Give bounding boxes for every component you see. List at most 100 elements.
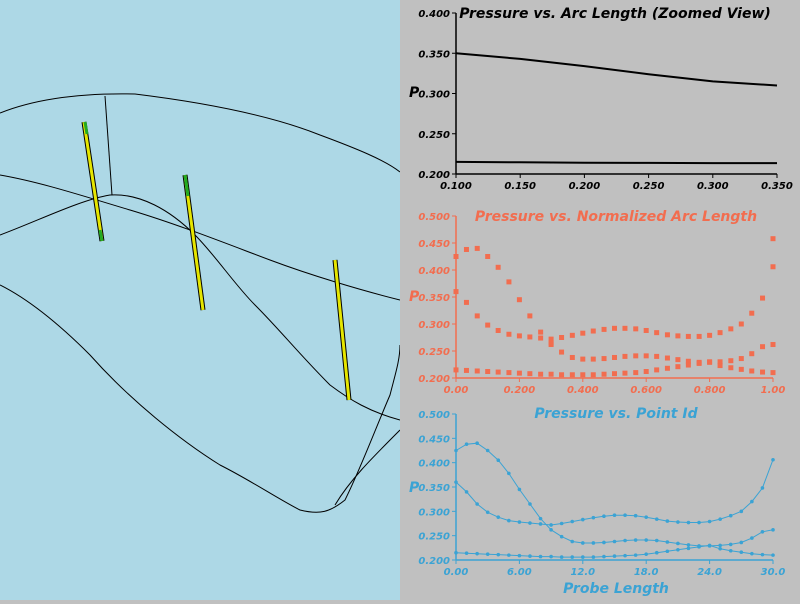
data-point xyxy=(739,550,744,555)
data-point xyxy=(517,553,522,558)
x-tick-label: 6.00 xyxy=(507,567,532,578)
data-point xyxy=(485,322,491,328)
data-point xyxy=(601,356,607,362)
data-point xyxy=(644,538,648,542)
y-tick-label: 0.450 xyxy=(418,239,450,250)
data-point xyxy=(496,458,501,463)
y-tick-label: 0.350 xyxy=(418,49,450,60)
data-point xyxy=(475,551,479,556)
data-point xyxy=(622,370,628,376)
data-point xyxy=(771,553,775,557)
y-axis-label: P xyxy=(409,85,420,101)
data-point xyxy=(453,289,459,295)
chart-pressure-vs-normalized-arc-length: Pressure vs. Normalized Arc Length P 0.2… xyxy=(409,209,785,396)
3d-viewport[interactable] xyxy=(0,0,400,600)
y-tick-label: 0.300 xyxy=(418,507,450,518)
data-point xyxy=(602,514,606,518)
data-point xyxy=(739,540,744,545)
data-point xyxy=(602,554,606,559)
data-point xyxy=(738,366,744,372)
probe-2 xyxy=(182,174,206,311)
y-tick-label: 0.200 xyxy=(418,374,450,385)
data-point xyxy=(696,360,702,366)
data-point xyxy=(559,349,565,355)
data-point xyxy=(643,369,649,375)
data-point xyxy=(760,295,766,301)
data-point xyxy=(569,332,575,338)
data-point xyxy=(602,540,606,545)
data-point xyxy=(739,509,744,514)
data-point xyxy=(633,370,639,376)
data-point xyxy=(559,521,564,526)
data-point xyxy=(654,517,659,521)
data-point xyxy=(664,332,670,338)
data-point xyxy=(728,542,733,547)
data-point xyxy=(463,299,469,305)
data-point xyxy=(581,517,585,522)
data-point xyxy=(676,520,680,524)
data-point xyxy=(654,353,660,359)
series-line xyxy=(455,160,777,165)
data-point xyxy=(570,519,575,524)
x-tick-label: 30.0 xyxy=(761,567,786,578)
data-point xyxy=(538,329,544,335)
y-tick-label: 0.400 xyxy=(418,9,450,20)
x-tick-label: 0.100 xyxy=(440,181,472,192)
y-tick-label: 0.200 xyxy=(418,556,450,567)
data-point xyxy=(559,335,565,340)
data-point xyxy=(538,335,544,341)
data-point xyxy=(538,371,544,377)
data-point xyxy=(728,548,733,553)
x-tick-label: 0.350 xyxy=(761,181,793,192)
data-point xyxy=(454,448,458,453)
mesh-edge xyxy=(334,429,400,506)
y-tick-label: 0.400 xyxy=(418,266,450,277)
x-tick-label: 0.400 xyxy=(567,385,599,396)
mesh-edge xyxy=(104,95,113,196)
data-point xyxy=(697,520,701,525)
probe-lines xyxy=(81,121,352,401)
data-point xyxy=(685,362,691,368)
plots-panel: Pressure vs. Arc Length (Zoomed View) P … xyxy=(400,0,800,600)
data-point xyxy=(760,486,765,490)
series-2 xyxy=(453,264,776,342)
chart-pressure-vs-point-id: Pressure vs. Point Id P Probe Length 0.2… xyxy=(409,406,785,597)
data-point xyxy=(612,513,617,518)
data-point xyxy=(527,313,533,319)
data-point xyxy=(507,471,511,476)
data-point xyxy=(770,264,776,270)
data-point xyxy=(623,553,627,558)
series-4 xyxy=(548,236,776,346)
data-point xyxy=(643,353,649,359)
x-tick-label: 0.200 xyxy=(504,385,536,396)
data-point xyxy=(717,359,723,365)
data-point xyxy=(644,552,648,556)
data-point xyxy=(527,334,533,340)
data-point xyxy=(738,321,744,327)
data-point xyxy=(750,536,754,540)
data-point xyxy=(549,523,553,527)
data-point xyxy=(496,552,501,557)
data-point xyxy=(612,354,617,360)
data-point xyxy=(507,553,511,557)
data-point xyxy=(485,369,491,375)
data-point xyxy=(569,354,575,360)
mesh-edge xyxy=(0,174,400,301)
data-point xyxy=(749,310,755,316)
data-point xyxy=(665,540,670,544)
data-point xyxy=(463,246,469,252)
data-point xyxy=(516,370,522,376)
chart-title: Pressure vs. Arc Length (Zoomed View) xyxy=(459,6,771,22)
data-point xyxy=(685,333,691,339)
data-point xyxy=(601,371,607,377)
data-point xyxy=(738,356,744,362)
data-point xyxy=(549,554,553,559)
data-point xyxy=(665,519,670,523)
data-point xyxy=(633,326,639,332)
data-point xyxy=(633,353,639,359)
series-2 xyxy=(454,457,775,527)
y-tick-label: 0.400 xyxy=(418,459,450,470)
data-point xyxy=(770,370,776,376)
probe-1 xyxy=(81,121,105,242)
y-tick-label: 0.250 xyxy=(418,347,450,358)
